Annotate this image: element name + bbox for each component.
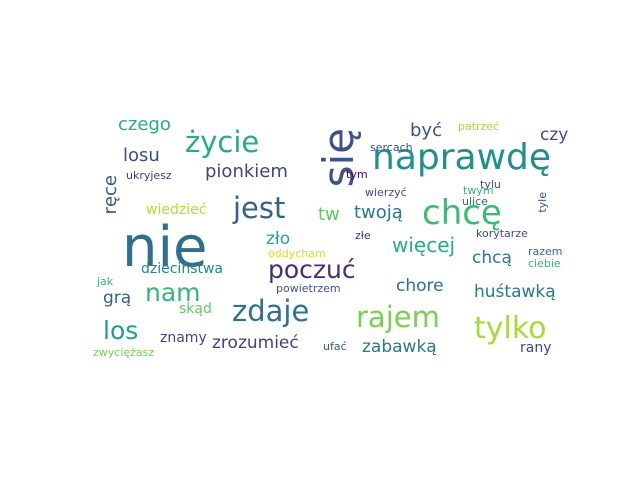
word-17: tw <box>318 204 340 225</box>
word-37: tylu <box>480 178 501 191</box>
word-2: naprawdę <box>372 137 552 178</box>
word-45: razem <box>528 245 563 258</box>
word-12: więcej <box>392 233 456 257</box>
word-18: być <box>410 120 442 141</box>
word-8: zdaje <box>232 294 310 328</box>
word-42: złe <box>355 229 371 242</box>
word-0: nie <box>122 215 208 280</box>
word-41: tyle <box>536 192 549 213</box>
word-13: czego <box>118 114 171 135</box>
word-47: jak <box>97 275 114 288</box>
word-46: ciebie <box>528 257 561 270</box>
word-27: zabawką <box>362 337 437 357</box>
word-28: wiedzieć <box>146 202 207 218</box>
word-14: pionkiem <box>205 161 288 182</box>
word-15: losu <box>123 145 160 166</box>
word-36: tym <box>346 168 368 181</box>
word-48: powietrzem <box>276 282 341 295</box>
word-21: zło <box>266 229 291 249</box>
word-49: ufać <box>323 340 347 353</box>
word-39: wierzyć <box>365 186 407 199</box>
word-32: skąd <box>179 301 212 317</box>
word-3: chcę <box>422 193 502 233</box>
word-30: znamy <box>160 330 207 346</box>
word-24: huśtawką <box>474 282 556 302</box>
word-5: życie <box>185 125 260 159</box>
word-25: grą <box>103 288 132 308</box>
word-19: ręce <box>100 175 121 215</box>
word-16: twoją <box>354 202 403 223</box>
word-7: rajem <box>356 300 440 334</box>
word-9: poczuć <box>268 255 356 284</box>
word-34: sercach <box>370 141 413 154</box>
word-22: chcą <box>472 248 512 268</box>
word-33: patrzeć <box>458 120 500 133</box>
word-4: jest <box>233 191 286 225</box>
word-10: nam <box>145 278 201 307</box>
word-20: czy <box>540 125 569 145</box>
word-35: ukryjesz <box>126 169 172 182</box>
word-23: chore <box>396 276 444 296</box>
word-31: rany <box>520 340 552 356</box>
word-11: los <box>103 316 139 345</box>
word-50: zwyciężasz <box>93 346 155 359</box>
word-26: zrozumieć <box>212 333 299 353</box>
word-43: korytarze <box>476 227 528 240</box>
word-44: oddycham <box>268 247 326 260</box>
word-38: twym <box>463 184 494 197</box>
word-29: dzieciństwa <box>141 261 224 277</box>
word-40: ulice <box>462 195 488 208</box>
word-6: tylko <box>474 311 547 346</box>
